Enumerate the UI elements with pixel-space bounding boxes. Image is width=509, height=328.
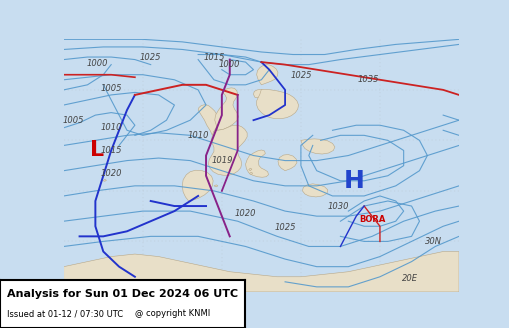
Text: 1020: 1020 (100, 169, 122, 178)
Polygon shape (253, 89, 265, 98)
Text: Issued at 01-12 / 07:30 UTC: Issued at 01-12 / 07:30 UTC (7, 309, 123, 318)
Polygon shape (256, 65, 277, 85)
Text: 1015: 1015 (100, 146, 122, 155)
Text: L: L (90, 140, 104, 160)
Text: BORA: BORA (358, 215, 384, 224)
Polygon shape (249, 172, 252, 175)
Text: @ copyright KNMI: @ copyright KNMI (134, 309, 210, 318)
Polygon shape (214, 185, 217, 187)
Polygon shape (302, 184, 327, 197)
Polygon shape (103, 179, 106, 181)
Text: 1019: 1019 (211, 156, 232, 165)
Text: 1005: 1005 (100, 84, 122, 93)
Polygon shape (245, 150, 268, 177)
Polygon shape (277, 154, 296, 171)
Text: Analysis for Sun 01 Dec 2024 06 UTC: Analysis for Sun 01 Dec 2024 06 UTC (7, 289, 238, 299)
Polygon shape (182, 170, 213, 201)
Polygon shape (64, 252, 458, 292)
Text: 1000: 1000 (87, 59, 108, 68)
Text: 1025: 1025 (290, 72, 311, 80)
Text: H: H (343, 169, 364, 193)
Text: 1020: 1020 (234, 209, 256, 218)
Polygon shape (208, 125, 247, 175)
Text: 1000: 1000 (218, 60, 240, 69)
Text: 30N: 30N (424, 237, 441, 246)
Polygon shape (248, 168, 251, 171)
Text: 1015: 1015 (203, 52, 224, 62)
Text: 1010: 1010 (100, 123, 122, 132)
Polygon shape (214, 88, 238, 130)
Polygon shape (198, 105, 218, 135)
Text: 1025: 1025 (139, 52, 161, 62)
Polygon shape (256, 89, 298, 119)
Polygon shape (300, 139, 334, 154)
Text: 20E: 20E (401, 274, 417, 282)
Text: 1010: 1010 (187, 131, 209, 140)
Text: 1030: 1030 (327, 201, 349, 211)
Text: 1025: 1025 (274, 223, 295, 232)
Text: 1005: 1005 (63, 116, 84, 125)
Text: 1035: 1035 (357, 75, 378, 84)
